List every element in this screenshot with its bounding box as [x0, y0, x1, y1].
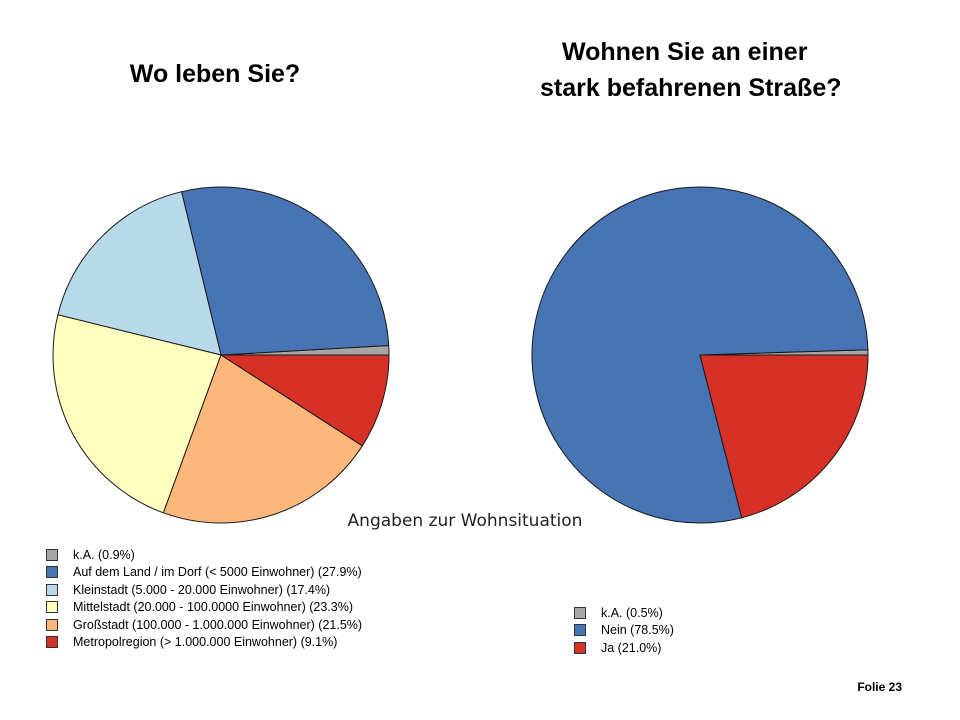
legend-item-street-0: k.A. (0.5%) — [574, 604, 674, 622]
legend-item-residence-1: Auf dem Land / im Dorf (< 5000 Einwohner… — [46, 564, 362, 582]
chart-title-right-line1: Wohnen Sie an einer — [562, 38, 808, 66]
pie-slice-residence-1 — [180, 186, 390, 356]
pie-slice-residence-3 — [52, 314, 222, 514]
legend-item-residence-0: k.A. (0.9%) — [46, 546, 362, 564]
legend-swatch — [46, 601, 58, 614]
legend-item-street-2: Ja (21.0%) — [574, 639, 674, 657]
legend-swatch — [46, 636, 58, 649]
legend-label: Kleinstadt (5.000 - 20.000 Einwohner) (1… — [73, 582, 331, 597]
chart-caption: Angaben zur Wohnsituation — [347, 511, 583, 531]
legend-swatch — [46, 583, 58, 596]
pie-slice-street-2 — [699, 354, 869, 519]
legend-swatch — [574, 606, 586, 619]
pie-slice-residence-4 — [162, 354, 364, 524]
legend-label: k.A. (0.5%) — [601, 605, 663, 620]
slide-number: Folie 23 — [857, 680, 902, 694]
legend-label: Großstadt (100.000 - 1.000.000 Einwohner… — [73, 617, 363, 632]
legend-label: Mittelstadt (20.000 - 100.0000 Einwohner… — [73, 600, 354, 615]
legend-label: Nein (78.5%) — [601, 623, 674, 638]
legend-label: Metropolregion (> 1.000.000 Einwohner) (… — [73, 635, 338, 650]
legend-swatch — [574, 641, 586, 654]
legend-item-street-1: Nein (78.5%) — [574, 622, 674, 640]
legend-swatch — [574, 624, 586, 637]
legend-item-residence-3: Mittelstadt (20.000 - 100.0000 Einwohner… — [46, 599, 362, 617]
legend-label: Auf dem Land / im Dorf (< 5000 Einwohner… — [73, 565, 362, 580]
legend-busy-street: k.A. (0.5%) Nein (78.5%) Ja (21.0%) — [574, 604, 674, 657]
legend-label: Ja (21.0%) — [601, 640, 662, 655]
legend-swatch — [46, 618, 58, 631]
legend-item-residence-5: Metropolregion (> 1.000.000 Einwohner) (… — [46, 634, 362, 652]
chart-title-left: Wo leben Sie? — [129, 60, 301, 88]
pie-slice-residence-2 — [57, 191, 222, 356]
legend-item-residence-2: Kleinstadt (5.000 - 20.000 Einwohner) (1… — [46, 581, 362, 599]
legend-swatch — [46, 548, 58, 561]
legend-label: k.A. (0.9%) — [73, 547, 135, 562]
chart-title-right-line2: stark befahrenen Straße? — [540, 74, 842, 102]
legend-residence: k.A. (0.9%) Auf dem Land / im Dorf (< 500… — [46, 546, 362, 651]
legend-swatch — [46, 566, 58, 579]
pie-slice-residence-5 — [219, 354, 390, 447]
legend-item-residence-4: Großstadt (100.000 - 1.000.000 Einwohner… — [46, 616, 362, 634]
